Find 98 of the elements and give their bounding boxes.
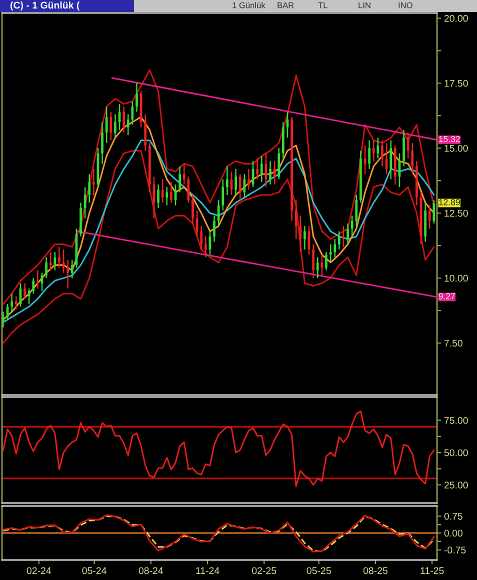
data-label: 15.32 [439,136,460,142]
y-tick-label: 7.50 [444,340,462,347]
candlestick [372,140,375,162]
x-tick-label: 11-25 [420,567,444,574]
candlestick [299,215,302,253]
candlestick [32,277,35,294]
candlestick [200,225,203,250]
candlestick [2,311,4,328]
annotation: 12.89 [439,199,460,206]
chart-title: (C) - 1 Günlük ( [10,1,80,11]
candlestick [70,259,74,279]
candlestick [105,106,108,144]
y-tick-label: 50.00 [444,449,468,456]
text: 1 Günlük [232,2,266,8]
y-tick-label: 10.00 [444,274,468,282]
candlestick [36,270,39,290]
candlestick [338,230,340,250]
candlestick [411,142,414,175]
candlestick [304,225,306,250]
text: BAR [278,2,294,8]
candlestick [178,166,181,193]
candlestick [355,194,358,227]
x-tick-label: 05-25 [306,567,331,574]
candlestick [170,181,172,204]
candlestick [316,256,319,279]
candlestick [217,199,220,227]
candlestick [312,244,315,279]
candlestick [243,173,246,198]
candlestick [92,168,95,196]
candlestick [428,204,431,230]
candlestick [368,140,371,170]
candlestick [24,282,26,300]
candlestick [192,194,194,224]
candlestick [222,178,224,212]
x-tick-label: 08-25 [363,567,388,574]
candlestick [406,132,410,160]
text: TL [318,2,328,8]
x-tick-label: 05-24 [82,567,106,574]
y-tick-label: -0.75 [444,546,466,554]
text: LIN [358,2,370,8]
candlestick [10,293,14,312]
candlestick [346,222,349,245]
candlestick [204,236,207,258]
line-series [2,69,435,305]
candlestick [376,137,380,160]
line-series [2,410,435,487]
candlestick [157,184,160,209]
data-label: 9.27 [438,293,455,300]
candlestick [238,173,242,201]
candlestick [390,140,392,180]
y-tick-label: 25.00 [444,482,468,489]
x-tick-label: 02-25 [252,567,276,574]
candlestick [122,106,126,134]
candlestick [126,114,130,136]
candlestick [294,199,298,240]
candlestick [66,259,70,290]
candlestick [88,173,91,204]
candlestick [28,288,30,305]
y-tick-label: 0.75 [444,512,462,520]
x-tick-label: 02-24 [26,567,52,574]
candlestick [187,176,190,204]
candlestick [278,148,280,180]
candlestick [402,129,405,167]
candlestick [166,186,168,206]
candlestick [269,160,272,186]
candlestick [432,199,436,224]
candlestick [248,168,250,190]
candlestick [161,178,164,204]
x-tick-label: 08-24 [138,567,164,574]
y-tick-label: 20.00 [444,14,468,22]
candlestick [49,251,52,271]
candlestick [260,155,263,183]
y-tick-label: 0.00 [444,530,462,537]
candlestick [58,246,60,268]
candlestick [213,215,216,242]
candlestick [45,256,48,279]
candlestick [350,215,354,238]
y-tick-label: 15.00 [444,144,468,152]
candlestick [144,114,147,152]
candlestick [182,163,186,186]
candlestick [14,296,18,310]
candlestick [54,251,56,271]
candlestick [273,160,276,186]
candlestick [226,166,228,196]
candlestick [234,168,237,196]
y-tick-label: 17.50 [444,80,468,87]
candlestick [256,158,259,180]
text: INO [398,2,412,8]
candlestick [381,140,384,167]
candlestick [334,238,336,258]
y-tick-label: 75.00 [444,417,468,424]
candlestick [325,251,328,271]
candlestick [114,114,116,138]
x-tick-label: 11-24 [196,567,220,574]
candlestick [136,82,138,112]
candlestick [101,122,104,164]
candlestick [110,111,112,141]
y-tick-label: 12.50 [444,210,468,217]
